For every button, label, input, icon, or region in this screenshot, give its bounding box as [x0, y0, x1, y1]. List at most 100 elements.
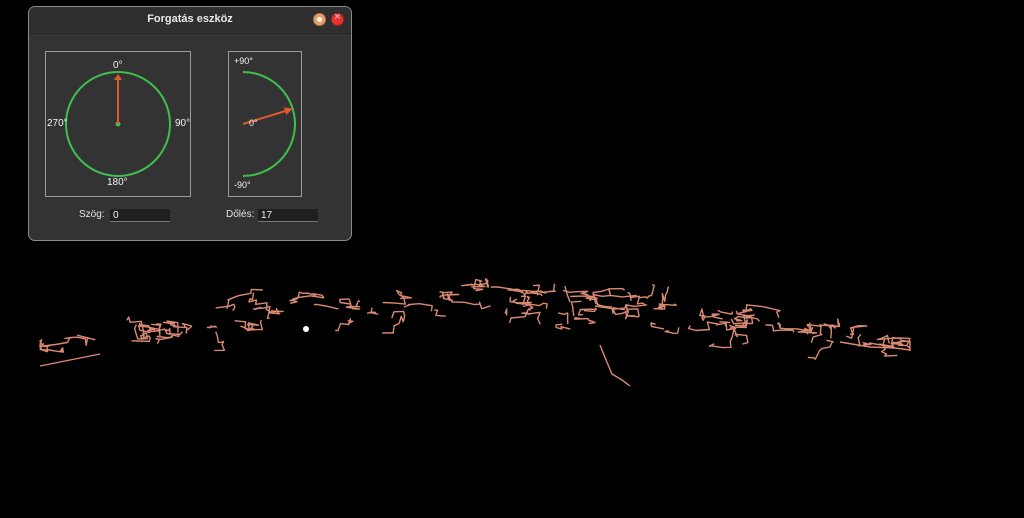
cave-passage: [246, 322, 260, 332]
cave-passage: [733, 310, 750, 322]
cave-passage: [345, 300, 361, 310]
cave-passage: [708, 321, 737, 349]
cave-passage: [169, 322, 193, 334]
cave-passage: [650, 322, 665, 330]
cave-passage: [292, 293, 325, 300]
rotation-label-left: 270°: [47, 118, 68, 129]
cave-passage: [39, 353, 101, 367]
cave-passage: [439, 293, 451, 301]
cave-passage: [624, 308, 640, 320]
rotation-label-top: 0°: [113, 60, 123, 71]
cave-passage: [366, 307, 379, 315]
tilt-dial-graphic: [242, 71, 296, 177]
tilt-arc: [242, 71, 296, 177]
cave-passage: [737, 309, 750, 315]
cave-passage: [471, 278, 490, 288]
cave-passage: [570, 295, 614, 315]
cave-passage: [214, 331, 226, 352]
cave-passage: [653, 303, 677, 310]
cave-passage: [490, 286, 526, 306]
cave-passage: [215, 303, 236, 311]
cave-passage: [577, 307, 598, 316]
cave-passage: [797, 326, 818, 335]
tilt-label-center: 0°: [249, 118, 258, 128]
cave-passage: [828, 318, 841, 339]
rotation-tool-window: Forgatás eszköz 0° 90° 180° 270° +90° 0°: [28, 6, 352, 241]
cave-passage: [839, 341, 911, 351]
cave-passage: [717, 309, 733, 315]
rotation-arrow-icon[interactable]: [114, 74, 122, 124]
angle-label: Szög:: [79, 209, 105, 220]
close-icon[interactable]: [331, 11, 344, 26]
cave-passage: [512, 295, 531, 305]
cave-passage: [664, 327, 680, 335]
cave-passage: [729, 324, 749, 345]
rotation-dial[interactable]: 0° 90° 180° 270°: [45, 51, 191, 197]
cave-passage: [133, 324, 149, 340]
rotation-label-bottom: 180°: [107, 177, 128, 188]
cave-passage: [382, 289, 412, 305]
cave-passage: [612, 304, 648, 316]
cave-passage: [807, 339, 834, 360]
cave-passage: [252, 305, 281, 315]
angle-input[interactable]: [110, 209, 170, 222]
cave-passage: [521, 284, 541, 297]
cave-passage: [687, 321, 727, 332]
cave-passage: [139, 332, 145, 341]
cave-passage: [543, 283, 556, 293]
cave-passage: [876, 334, 911, 346]
cave-passage: [599, 344, 631, 387]
cave-passage: [382, 310, 406, 334]
rotation-ring: [65, 71, 171, 177]
cave-passage: [461, 278, 484, 292]
cave-passage: [234, 320, 256, 331]
cave-passage: [313, 303, 339, 310]
cave-passage: [574, 317, 596, 325]
tilt-label: Dőlés:: [226, 209, 255, 220]
cave-passage: [765, 324, 795, 333]
cave-passage: [434, 309, 446, 317]
cave-passage: [555, 323, 571, 330]
cave-passage: [564, 285, 571, 303]
pivot-point[interactable]: [303, 326, 309, 332]
cave-passage: [266, 309, 284, 319]
cave-passage: [558, 312, 569, 325]
rotation-dial-graphic: [65, 71, 171, 177]
cave-passage: [403, 303, 433, 312]
title-bar[interactable]: Forgatás eszköz: [29, 7, 351, 34]
cave-passage: [504, 308, 508, 316]
cave-passage: [729, 316, 754, 330]
cave-passage: [570, 300, 582, 317]
minimize-circle-icon[interactable]: [313, 13, 326, 26]
tilt-arrow-icon[interactable]: [242, 107, 293, 125]
cave-passage: [289, 291, 317, 304]
rotation-label-right: 90°: [175, 118, 191, 129]
cave-passage: [64, 334, 96, 346]
tilt-dial[interactable]: +90° 0° -90°: [228, 51, 302, 197]
cave-passage: [41, 347, 64, 353]
cave-passage: [162, 320, 179, 333]
cave-passage: [730, 314, 761, 327]
cave-passage: [529, 290, 547, 297]
cave-passage: [521, 311, 541, 325]
tilt-label-bottom: -90°: [234, 180, 251, 190]
cave-passage: [39, 343, 49, 353]
cave-passage: [334, 318, 354, 332]
cave-passage: [627, 291, 646, 306]
cave-passage: [439, 291, 491, 310]
cave-passage: [206, 325, 218, 329]
cave-passage: [742, 304, 781, 318]
cave-passage: [226, 288, 263, 309]
3d-viewport[interactable]: [0, 250, 1024, 518]
cave-passage: [138, 322, 183, 336]
cave-passage: [881, 345, 898, 357]
tilt-input[interactable]: [258, 209, 318, 222]
cave-passage: [777, 322, 809, 335]
cave-passage: [151, 323, 162, 333]
tilt-label-top: +90°: [234, 56, 253, 66]
cave-passage: [39, 339, 51, 348]
cave-network-model[interactable]: [39, 278, 911, 387]
cave-passage: [339, 298, 352, 307]
cave-passage: [165, 327, 171, 336]
cave-passage: [126, 316, 151, 342]
